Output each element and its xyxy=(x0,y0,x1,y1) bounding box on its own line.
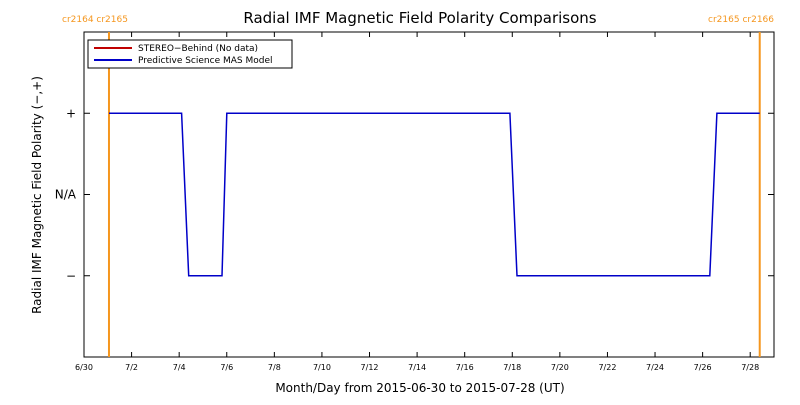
rotation-marker-label-right: cr2165 cr2166 xyxy=(708,15,774,25)
x-tick-label-6: 7/12 xyxy=(361,363,379,372)
x-tick-label-10: 7/20 xyxy=(551,363,569,372)
x-tick-label-4: 7/8 xyxy=(268,363,281,372)
x-tick-label-12: 7/24 xyxy=(646,363,664,372)
legend-label-stereo: STEREO−Behind (No data) xyxy=(138,44,258,54)
x-tick-label-14: 7/28 xyxy=(741,363,759,372)
x-tick-label-9: 7/18 xyxy=(503,363,521,372)
x-tick-label-2: 7/4 xyxy=(173,363,186,372)
y-axis-label: Radial IMF Magnetic Field Polarity (−,+) xyxy=(30,76,44,314)
y-tick-label-0: + xyxy=(66,106,76,120)
x-tick-label-7: 7/14 xyxy=(408,363,426,372)
x-tick-label-1: 7/2 xyxy=(125,363,138,372)
legend-box xyxy=(87,39,293,69)
x-tick-label-8: 7/16 xyxy=(456,363,474,372)
x-tick-label-0: 6/30 xyxy=(75,363,93,372)
plot-frame xyxy=(83,31,775,358)
x-tick-label-11: 7/22 xyxy=(598,363,616,372)
rotation-marker-label-left: cr2164 cr2165 xyxy=(62,15,128,25)
x-tick-label-3: 7/6 xyxy=(220,363,233,372)
chart-title: Radial IMF Magnetic Field Polarity Compa… xyxy=(243,9,596,27)
y-tick-label-1: N/A xyxy=(55,188,77,202)
x-tick-label-5: 7/10 xyxy=(313,363,331,372)
series-line-1 xyxy=(109,112,760,277)
x-axis-label: Month/Day from 2015-06-30 to 2015-07-28 … xyxy=(275,381,564,395)
x-tick-label-13: 7/26 xyxy=(694,363,712,372)
legend-label-mas-model: Predictive Science MAS Model xyxy=(138,56,273,66)
y-tick-label-2: − xyxy=(66,269,76,283)
legend: STEREO−Behind (No data) Predictive Scien… xyxy=(87,39,293,69)
